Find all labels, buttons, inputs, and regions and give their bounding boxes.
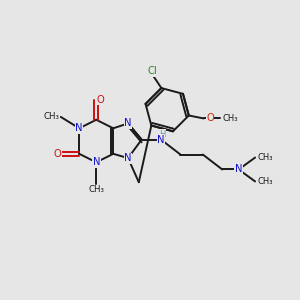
Text: N: N bbox=[157, 135, 165, 145]
Text: CH₃: CH₃ bbox=[257, 153, 273, 162]
Text: N: N bbox=[92, 157, 100, 167]
Text: N: N bbox=[235, 164, 242, 175]
Text: N: N bbox=[124, 153, 132, 163]
Text: N: N bbox=[124, 118, 132, 128]
Text: O: O bbox=[206, 113, 214, 124]
Text: Cl: Cl bbox=[148, 66, 157, 76]
Text: CH₃: CH₃ bbox=[223, 114, 238, 123]
Text: CH₃: CH₃ bbox=[43, 112, 59, 122]
Text: N: N bbox=[76, 123, 83, 133]
Text: CH₃: CH₃ bbox=[257, 177, 273, 186]
Text: CH₃: CH₃ bbox=[88, 185, 104, 194]
Text: O: O bbox=[97, 95, 105, 105]
Text: O: O bbox=[54, 149, 62, 159]
Text: H: H bbox=[159, 130, 166, 139]
